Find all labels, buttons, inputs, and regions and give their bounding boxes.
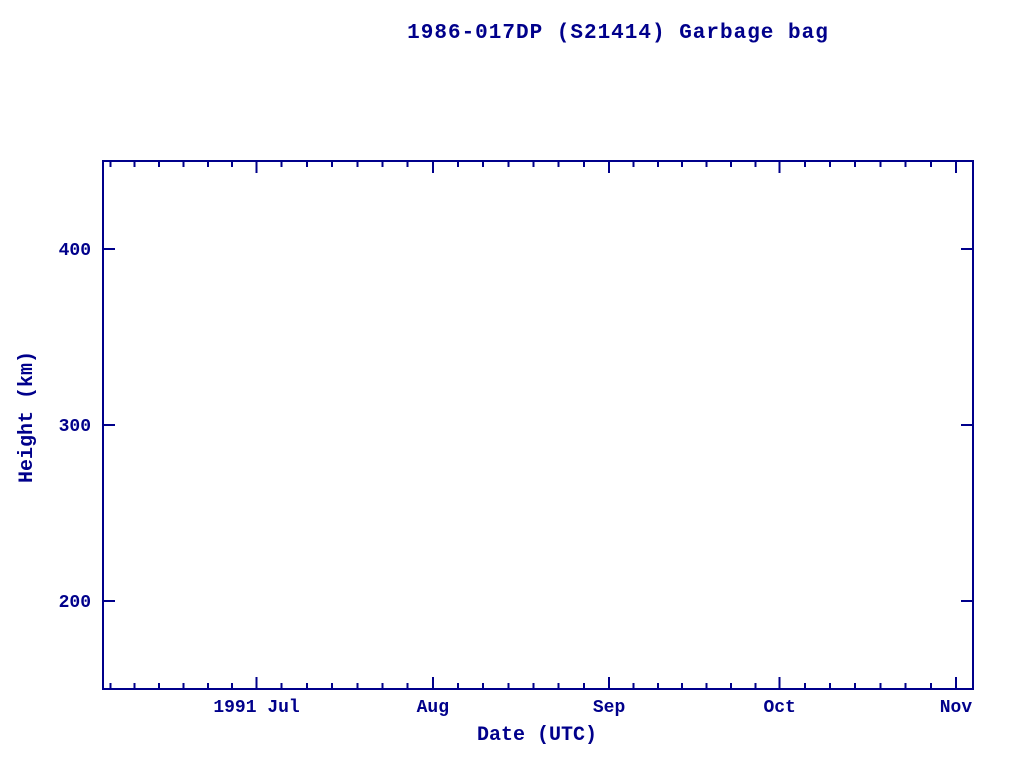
- y-tick-label: 300: [59, 417, 91, 437]
- y-tick-label: 200: [59, 593, 91, 613]
- y-axis-label: Height (km): [16, 351, 39, 483]
- axis-tick-labels: 1991 Jul Aug Sep Oct Nov 200 300 400: [59, 241, 973, 718]
- x-tick-label: 1991 Jul: [213, 698, 300, 718]
- x-axis-label: Date (UTC): [477, 724, 597, 747]
- frame-rect: [102, 160, 974, 690]
- axis-ticks: [103, 161, 973, 689]
- x-tick-label: Oct: [763, 698, 795, 718]
- x-tick-label: Nov: [940, 698, 973, 718]
- x-tick-label: Aug: [417, 698, 449, 718]
- y-tick-label: 400: [59, 241, 91, 261]
- plot-frame: [102, 160, 974, 690]
- x-tick-label: Sep: [593, 698, 625, 718]
- chart-title: 1986-017DP (S21414) Garbage bag: [407, 22, 829, 45]
